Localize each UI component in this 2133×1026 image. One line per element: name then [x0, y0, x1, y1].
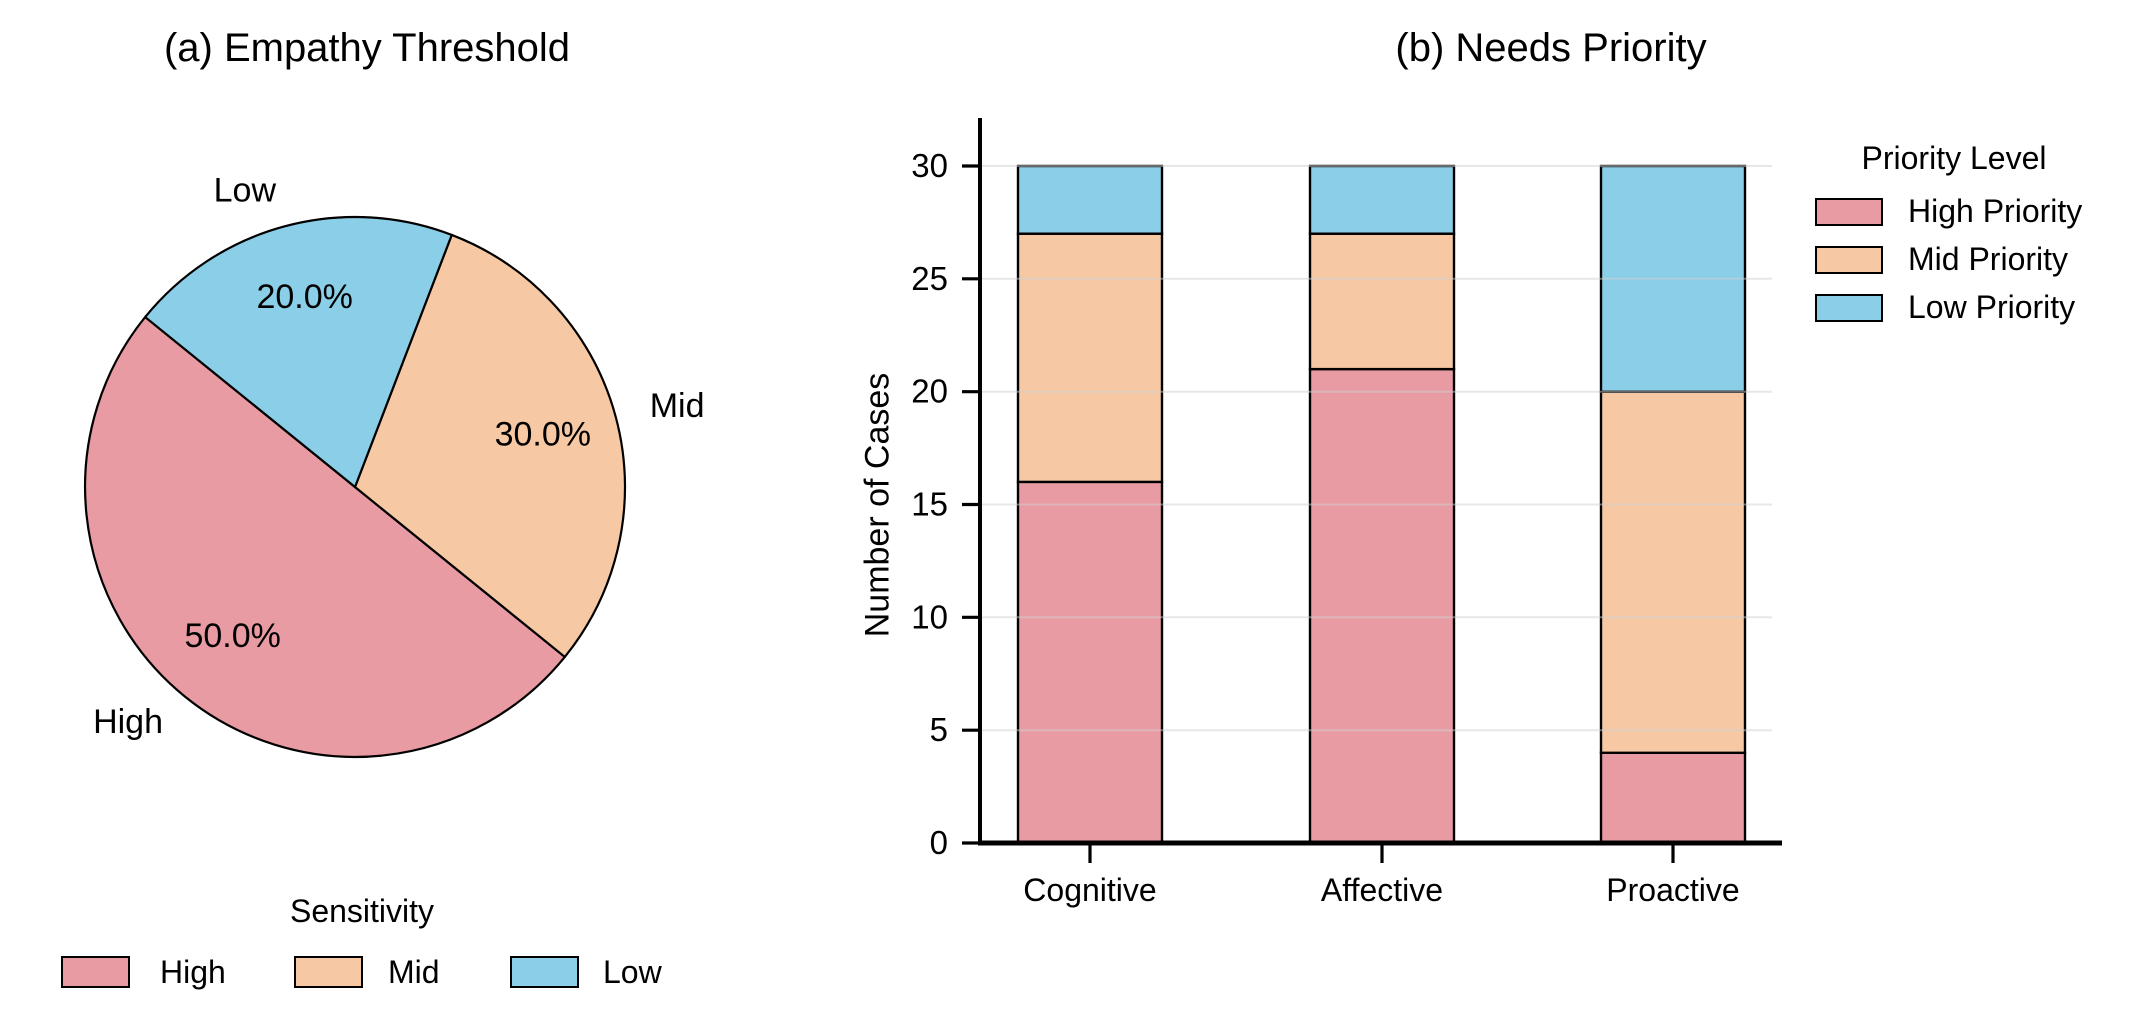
- bar-legend-swatch-high-priority: [1815, 198, 1883, 226]
- bar-legend-label-low-priority: Low Priority: [1908, 289, 2076, 325]
- bar-segment-cognitive-high-priority: [1016, 480, 1164, 845]
- y-tick-label-30: 30: [911, 147, 948, 184]
- bar-segment-affective-low-priority: [1308, 164, 1456, 235]
- pie-percent-label-low: 20.0%: [256, 278, 352, 316]
- pie-legend-swatch-low: [510, 956, 579, 988]
- pie-legend-label-low: Low: [603, 954, 662, 990]
- x-tick-label-affective: Affective: [1321, 872, 1443, 908]
- bar-segment-proactive-high-priority: [1599, 751, 1747, 845]
- pie-slice-high: [83, 315, 566, 759]
- panel-b-title: (b) Needs Priority: [1395, 26, 1707, 70]
- pie-legend-label-mid: Mid: [388, 954, 440, 990]
- pie-slice-label-mid: Mid: [650, 387, 705, 425]
- y-axis-label: Number of Cases: [858, 372, 897, 638]
- pie-legend-label-high: High: [160, 954, 226, 990]
- pie-slice-mid: [353, 233, 627, 659]
- bar-segment-cognitive-low-priority: [1016, 164, 1164, 235]
- y-tick-label-10: 10: [911, 598, 948, 635]
- pie-percent-label-mid: 30.0%: [495, 416, 591, 454]
- bar-segment-affective-mid-priority: [1308, 232, 1456, 371]
- panel-a-title: (a) Empathy Threshold: [163, 26, 571, 70]
- pie-legend-title: Sensitivity: [289, 893, 435, 929]
- bar-segment-affective-high-priority: [1308, 367, 1456, 845]
- pie-slice-low: [144, 215, 453, 489]
- x-tick-label-proactive: Proactive: [1606, 872, 1739, 908]
- bar-segment-cognitive-mid-priority: [1016, 232, 1164, 484]
- bar-legend-label-mid-priority: Mid Priority: [1908, 241, 2069, 277]
- pie-legend-swatch-high: [61, 956, 130, 988]
- x-tick-label-cognitive: Cognitive: [1023, 872, 1156, 908]
- y-tick-label-15: 15: [911, 486, 948, 523]
- bar-legend-swatch-low-priority: [1815, 294, 1883, 322]
- y-tick-label-0: 0: [930, 824, 948, 861]
- y-tick-label-20: 20: [911, 373, 948, 410]
- bar-legend-title: Priority Level: [1861, 140, 2047, 176]
- bar-legend-swatch-mid-priority: [1815, 246, 1883, 274]
- bar-legend-label-high-priority: High Priority: [1908, 193, 2083, 229]
- pie-legend-swatch-mid: [294, 956, 363, 988]
- y-tick-label-25: 25: [911, 260, 948, 297]
- pie-percent-label-high: 50.0%: [184, 617, 280, 655]
- pie-slice-label-high: High: [93, 703, 163, 741]
- pie-slice-label-low: Low: [214, 171, 277, 209]
- y-tick-label-5: 5: [930, 711, 948, 748]
- bar-segment-proactive-mid-priority: [1599, 390, 1747, 755]
